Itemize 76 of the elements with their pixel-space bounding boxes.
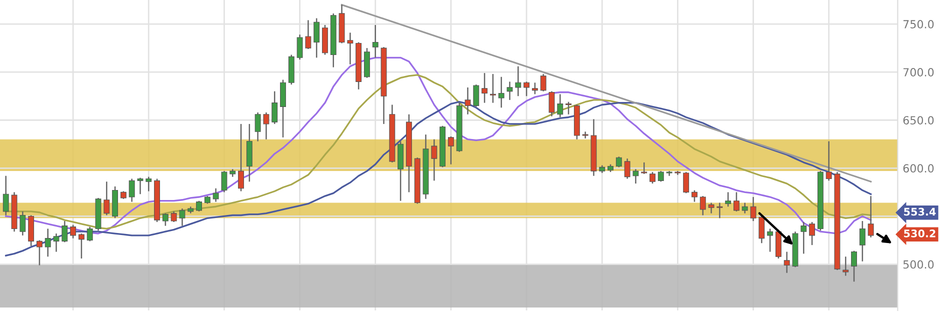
candlestick bbox=[296, 34, 303, 60]
candlestick bbox=[179, 208, 186, 226]
candlestick bbox=[62, 220, 68, 243]
candlestick bbox=[742, 202, 748, 214]
y-tick-label: 500.0 bbox=[903, 260, 934, 269]
text: 553.4 bbox=[904, 208, 936, 216]
candlestick bbox=[548, 90, 555, 117]
candlestick bbox=[473, 84, 480, 108]
candlestick bbox=[263, 112, 270, 140]
candlestick bbox=[305, 20, 312, 50]
candlestick bbox=[532, 82, 538, 95]
candlestick bbox=[170, 210, 177, 223]
candlestick bbox=[431, 138, 438, 182]
candlestick bbox=[137, 177, 144, 195]
candlestick bbox=[212, 188, 219, 202]
candlestick bbox=[272, 90, 278, 125]
candlestick bbox=[868, 195, 874, 238]
y-tick-label: 650.0 bbox=[903, 116, 934, 125]
candlestick bbox=[78, 232, 84, 260]
candlestick bbox=[221, 170, 228, 193]
candlestick bbox=[767, 228, 774, 252]
candlestick bbox=[716, 202, 723, 219]
candlestick bbox=[826, 140, 832, 182]
candlestick bbox=[540, 73, 546, 92]
candlestick bbox=[254, 112, 261, 142]
candlestick bbox=[784, 251, 790, 274]
candlestick bbox=[632, 168, 639, 184]
candlestick bbox=[641, 162, 648, 175]
candlestick bbox=[708, 202, 714, 214]
candlestick bbox=[104, 181, 110, 216]
candlestick bbox=[314, 18, 320, 58]
candlestick bbox=[2, 175, 9, 216]
candlestick bbox=[347, 32, 354, 66]
candlestick bbox=[372, 24, 378, 58]
candlestick bbox=[683, 171, 690, 194]
candlestick bbox=[842, 256, 849, 276]
candlestick bbox=[851, 250, 857, 282]
candlestick bbox=[859, 220, 866, 262]
candlestick bbox=[162, 212, 168, 226]
line-series bbox=[5, 101, 872, 256]
candlestick bbox=[566, 101, 572, 115]
text: 530.2 bbox=[904, 229, 936, 238]
candlestick bbox=[53, 232, 60, 252]
candlestick bbox=[482, 72, 488, 104]
candlestick bbox=[20, 210, 26, 236]
candlestick bbox=[464, 86, 471, 115]
candlestick bbox=[725, 192, 732, 208]
candlestick bbox=[557, 94, 564, 118]
candlestick bbox=[650, 171, 656, 184]
candlestick bbox=[758, 216, 765, 244]
candlestick bbox=[196, 200, 202, 212]
candlestick bbox=[616, 156, 622, 168]
candlestick bbox=[128, 178, 135, 202]
candlestick bbox=[86, 226, 93, 242]
candlestick bbox=[44, 228, 51, 258]
candlestick bbox=[146, 176, 152, 192]
y-tick-label: 600.0 bbox=[903, 164, 934, 173]
y-tick-label: 750.0 bbox=[903, 20, 934, 28]
candlestick bbox=[692, 190, 698, 202]
y-tick-label: 700.0 bbox=[903, 68, 934, 76]
candlestick bbox=[624, 158, 630, 180]
candlestick bbox=[498, 76, 504, 108]
candlestick bbox=[750, 196, 756, 222]
candlestick bbox=[238, 123, 244, 192]
candlestick bbox=[734, 192, 740, 212]
candlestick bbox=[658, 170, 664, 182]
candlestick bbox=[809, 221, 816, 246]
candlestick bbox=[448, 136, 454, 165]
candlestick bbox=[70, 224, 76, 239]
candlestick bbox=[524, 81, 530, 97]
candlestick bbox=[506, 81, 513, 101]
candlestick bbox=[800, 221, 807, 254]
candlestick bbox=[515, 66, 522, 97]
candlestick bbox=[490, 73, 496, 104]
candlestick bbox=[700, 195, 706, 216]
candlestick bbox=[36, 240, 42, 266]
